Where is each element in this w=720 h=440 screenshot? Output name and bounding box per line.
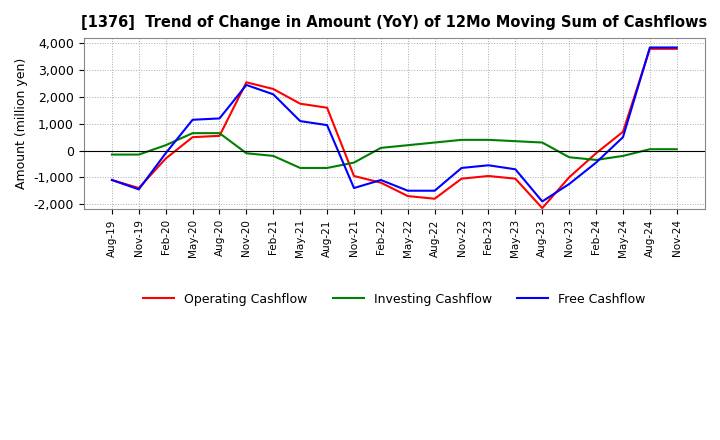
Investing Cashflow: [618, 153, 627, 158]
Investing Cashflow: [565, 154, 574, 160]
Free Cashflow: [215, 116, 224, 121]
Investing Cashflow: [592, 157, 600, 162]
Operating Cashflow: [107, 177, 116, 183]
Line: Investing Cashflow: Investing Cashflow: [112, 133, 677, 168]
Free Cashflow: [431, 188, 439, 193]
Free Cashflow: [484, 163, 492, 168]
Investing Cashflow: [188, 131, 197, 136]
Investing Cashflow: [296, 165, 305, 171]
Free Cashflow: [592, 160, 600, 165]
Free Cashflow: [107, 177, 116, 183]
Y-axis label: Amount (million yen): Amount (million yen): [15, 58, 28, 189]
Free Cashflow: [188, 117, 197, 122]
Operating Cashflow: [296, 101, 305, 106]
Line: Operating Cashflow: Operating Cashflow: [112, 49, 677, 208]
Investing Cashflow: [215, 131, 224, 136]
Investing Cashflow: [403, 143, 412, 148]
Operating Cashflow: [618, 129, 627, 135]
Operating Cashflow: [565, 175, 574, 180]
Free Cashflow: [565, 181, 574, 187]
Operating Cashflow: [592, 150, 600, 156]
Operating Cashflow: [403, 194, 412, 199]
Free Cashflow: [296, 118, 305, 124]
Free Cashflow: [672, 45, 681, 50]
Operating Cashflow: [484, 173, 492, 179]
Operating Cashflow: [135, 185, 143, 191]
Investing Cashflow: [135, 152, 143, 157]
Investing Cashflow: [511, 139, 520, 144]
Free Cashflow: [350, 185, 359, 191]
Investing Cashflow: [377, 145, 385, 150]
Free Cashflow: [538, 199, 546, 204]
Free Cashflow: [511, 167, 520, 172]
Investing Cashflow: [269, 153, 278, 158]
Line: Free Cashflow: Free Cashflow: [112, 48, 677, 202]
Investing Cashflow: [646, 147, 654, 152]
Free Cashflow: [618, 135, 627, 140]
Operating Cashflow: [269, 86, 278, 92]
Operating Cashflow: [215, 133, 224, 139]
Investing Cashflow: [431, 140, 439, 145]
Free Cashflow: [646, 45, 654, 50]
Investing Cashflow: [242, 150, 251, 156]
Operating Cashflow: [511, 176, 520, 181]
Operating Cashflow: [323, 105, 331, 110]
Operating Cashflow: [672, 46, 681, 51]
Free Cashflow: [161, 150, 170, 156]
Operating Cashflow: [457, 176, 466, 181]
Investing Cashflow: [161, 143, 170, 148]
Legend: Operating Cashflow, Investing Cashflow, Free Cashflow: Operating Cashflow, Investing Cashflow, …: [138, 288, 651, 311]
Title: [1376]  Trend of Change in Amount (YoY) of 12Mo Moving Sum of Cashflows: [1376] Trend of Change in Amount (YoY) o…: [81, 15, 708, 30]
Operating Cashflow: [350, 173, 359, 179]
Investing Cashflow: [107, 152, 116, 157]
Investing Cashflow: [538, 140, 546, 145]
Free Cashflow: [242, 82, 251, 88]
Investing Cashflow: [672, 147, 681, 152]
Operating Cashflow: [646, 46, 654, 51]
Investing Cashflow: [484, 137, 492, 143]
Free Cashflow: [323, 122, 331, 128]
Operating Cashflow: [377, 180, 385, 185]
Free Cashflow: [457, 165, 466, 171]
Free Cashflow: [135, 187, 143, 192]
Operating Cashflow: [161, 156, 170, 161]
Free Cashflow: [403, 188, 412, 193]
Investing Cashflow: [457, 137, 466, 143]
Operating Cashflow: [538, 205, 546, 211]
Operating Cashflow: [188, 135, 197, 140]
Free Cashflow: [269, 92, 278, 97]
Operating Cashflow: [431, 196, 439, 202]
Operating Cashflow: [242, 80, 251, 85]
Investing Cashflow: [350, 160, 359, 165]
Investing Cashflow: [323, 165, 331, 171]
Free Cashflow: [377, 177, 385, 183]
